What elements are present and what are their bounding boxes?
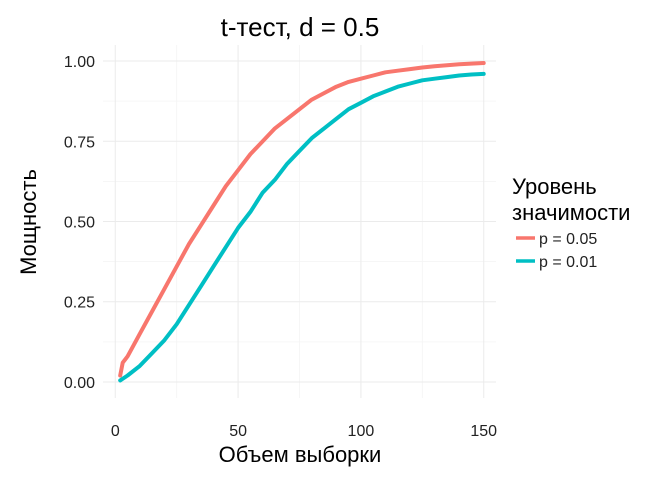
y-axis-title: Мощность bbox=[16, 169, 41, 275]
series-lines bbox=[118, 61, 486, 383]
legend-label-p01: p = 0.01 bbox=[539, 254, 597, 271]
x-tick-label: 50 bbox=[229, 423, 247, 440]
x-tick-label: 100 bbox=[348, 423, 375, 440]
y-tick-label: 0.25 bbox=[64, 295, 95, 312]
legend-title-line-1: Уровень bbox=[512, 174, 597, 199]
y-tick-label: 1.00 bbox=[64, 54, 95, 71]
x-tick-label: 150 bbox=[470, 423, 497, 440]
series-line-1 bbox=[118, 71, 486, 383]
grid bbox=[103, 45, 496, 398]
x-tick-label: 0 bbox=[111, 423, 120, 440]
y-tick-label: 0.50 bbox=[64, 215, 95, 232]
legend-label-p05: p = 0.05 bbox=[539, 231, 597, 248]
legend: Уровень значимости p = 0.05 p = 0.01 bbox=[512, 174, 630, 271]
series-line-0 bbox=[118, 61, 486, 378]
y-tick-label: 0.00 bbox=[64, 375, 95, 392]
legend-title-line-2: значимости bbox=[512, 200, 630, 225]
y-tick-label: 0.75 bbox=[64, 134, 95, 151]
chart-title: t-тест, d = 0.5 bbox=[221, 12, 380, 42]
y-axis-ticks: 0.00 0.25 0.50 0.75 1.00 bbox=[64, 54, 95, 392]
x-axis-title: Объем выборки bbox=[219, 442, 382, 467]
x-axis-ticks: 0 50 100 150 bbox=[111, 423, 497, 440]
